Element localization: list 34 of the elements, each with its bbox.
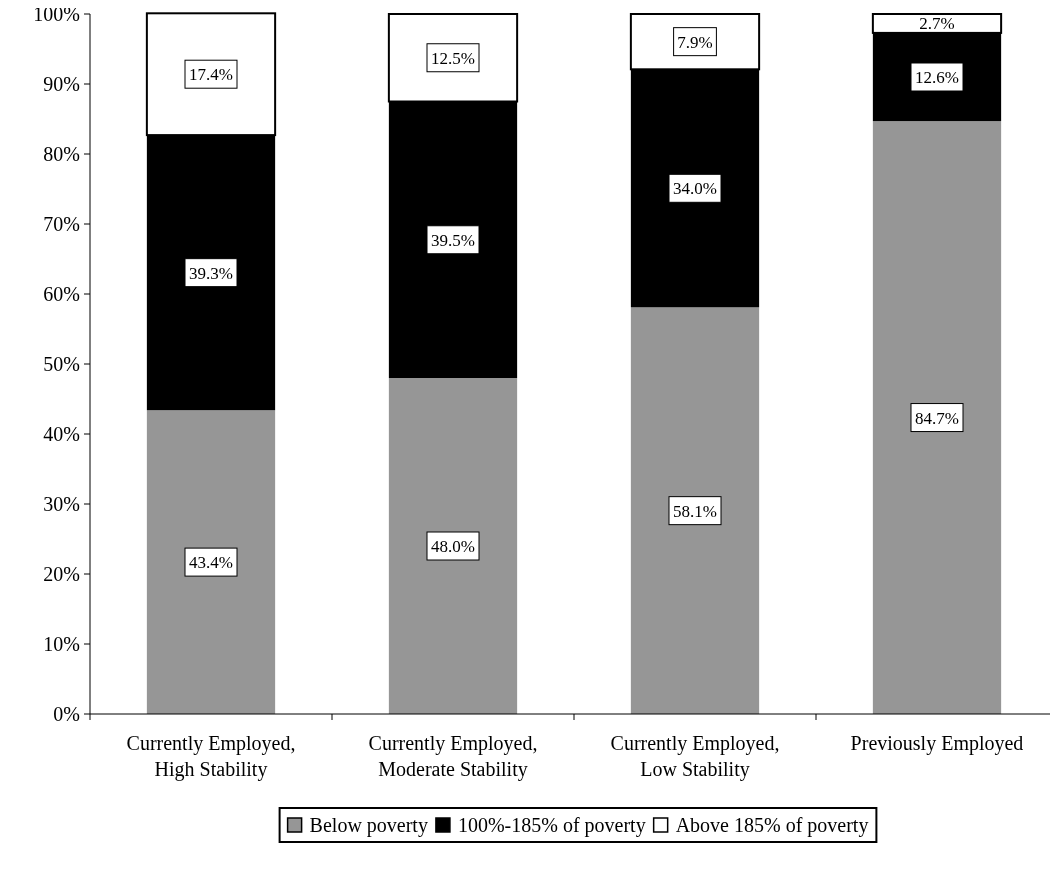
text: 7.9% bbox=[677, 32, 713, 52]
y-tick-label: 100% bbox=[33, 3, 80, 25]
y-tick-label: 10% bbox=[43, 633, 80, 655]
text: 43.4% bbox=[189, 553, 233, 573]
y-tick-label: 0% bbox=[53, 703, 80, 725]
x-tick-label: Previously Employed bbox=[850, 732, 1024, 755]
bar bbox=[388, 378, 518, 714]
y-tick-label: 50% bbox=[43, 353, 80, 375]
text: 39.3% bbox=[189, 263, 233, 283]
text: 12.6% bbox=[915, 68, 959, 87]
legend-label: 100%-185% of poverty bbox=[457, 814, 646, 837]
text: 17.4% bbox=[189, 65, 233, 85]
text: 12.5% bbox=[431, 48, 475, 68]
x-tick-label: Currently Employed, High Stability bbox=[126, 732, 296, 781]
y-tick-label: 30% bbox=[43, 493, 80, 515]
y-tick-label: 60% bbox=[43, 283, 80, 305]
bar bbox=[146, 410, 276, 714]
y-tick-label: 20% bbox=[43, 563, 80, 585]
y-tick-label: 70% bbox=[43, 213, 80, 235]
legend-label: Above 185% of poverty bbox=[675, 814, 869, 837]
text: 84.7% bbox=[915, 408, 959, 428]
legend-label: Below poverty bbox=[309, 814, 428, 837]
bar bbox=[872, 121, 1002, 714]
text: 58.1% bbox=[673, 501, 717, 521]
x-tick-label: Currently Employed, Moderate Stability bbox=[368, 732, 538, 781]
y-tick-label: 80% bbox=[43, 143, 80, 165]
text: 48.0% bbox=[431, 537, 475, 556]
bar bbox=[630, 307, 760, 714]
text: 2.7% bbox=[919, 14, 955, 34]
y-tick-label: 90% bbox=[43, 73, 80, 95]
x-tick-label: Currently Employed, Low Stability bbox=[610, 732, 780, 781]
text: 34.0% bbox=[673, 179, 717, 199]
text: 39.5% bbox=[431, 230, 475, 250]
y-tick-label: 40% bbox=[43, 423, 80, 445]
